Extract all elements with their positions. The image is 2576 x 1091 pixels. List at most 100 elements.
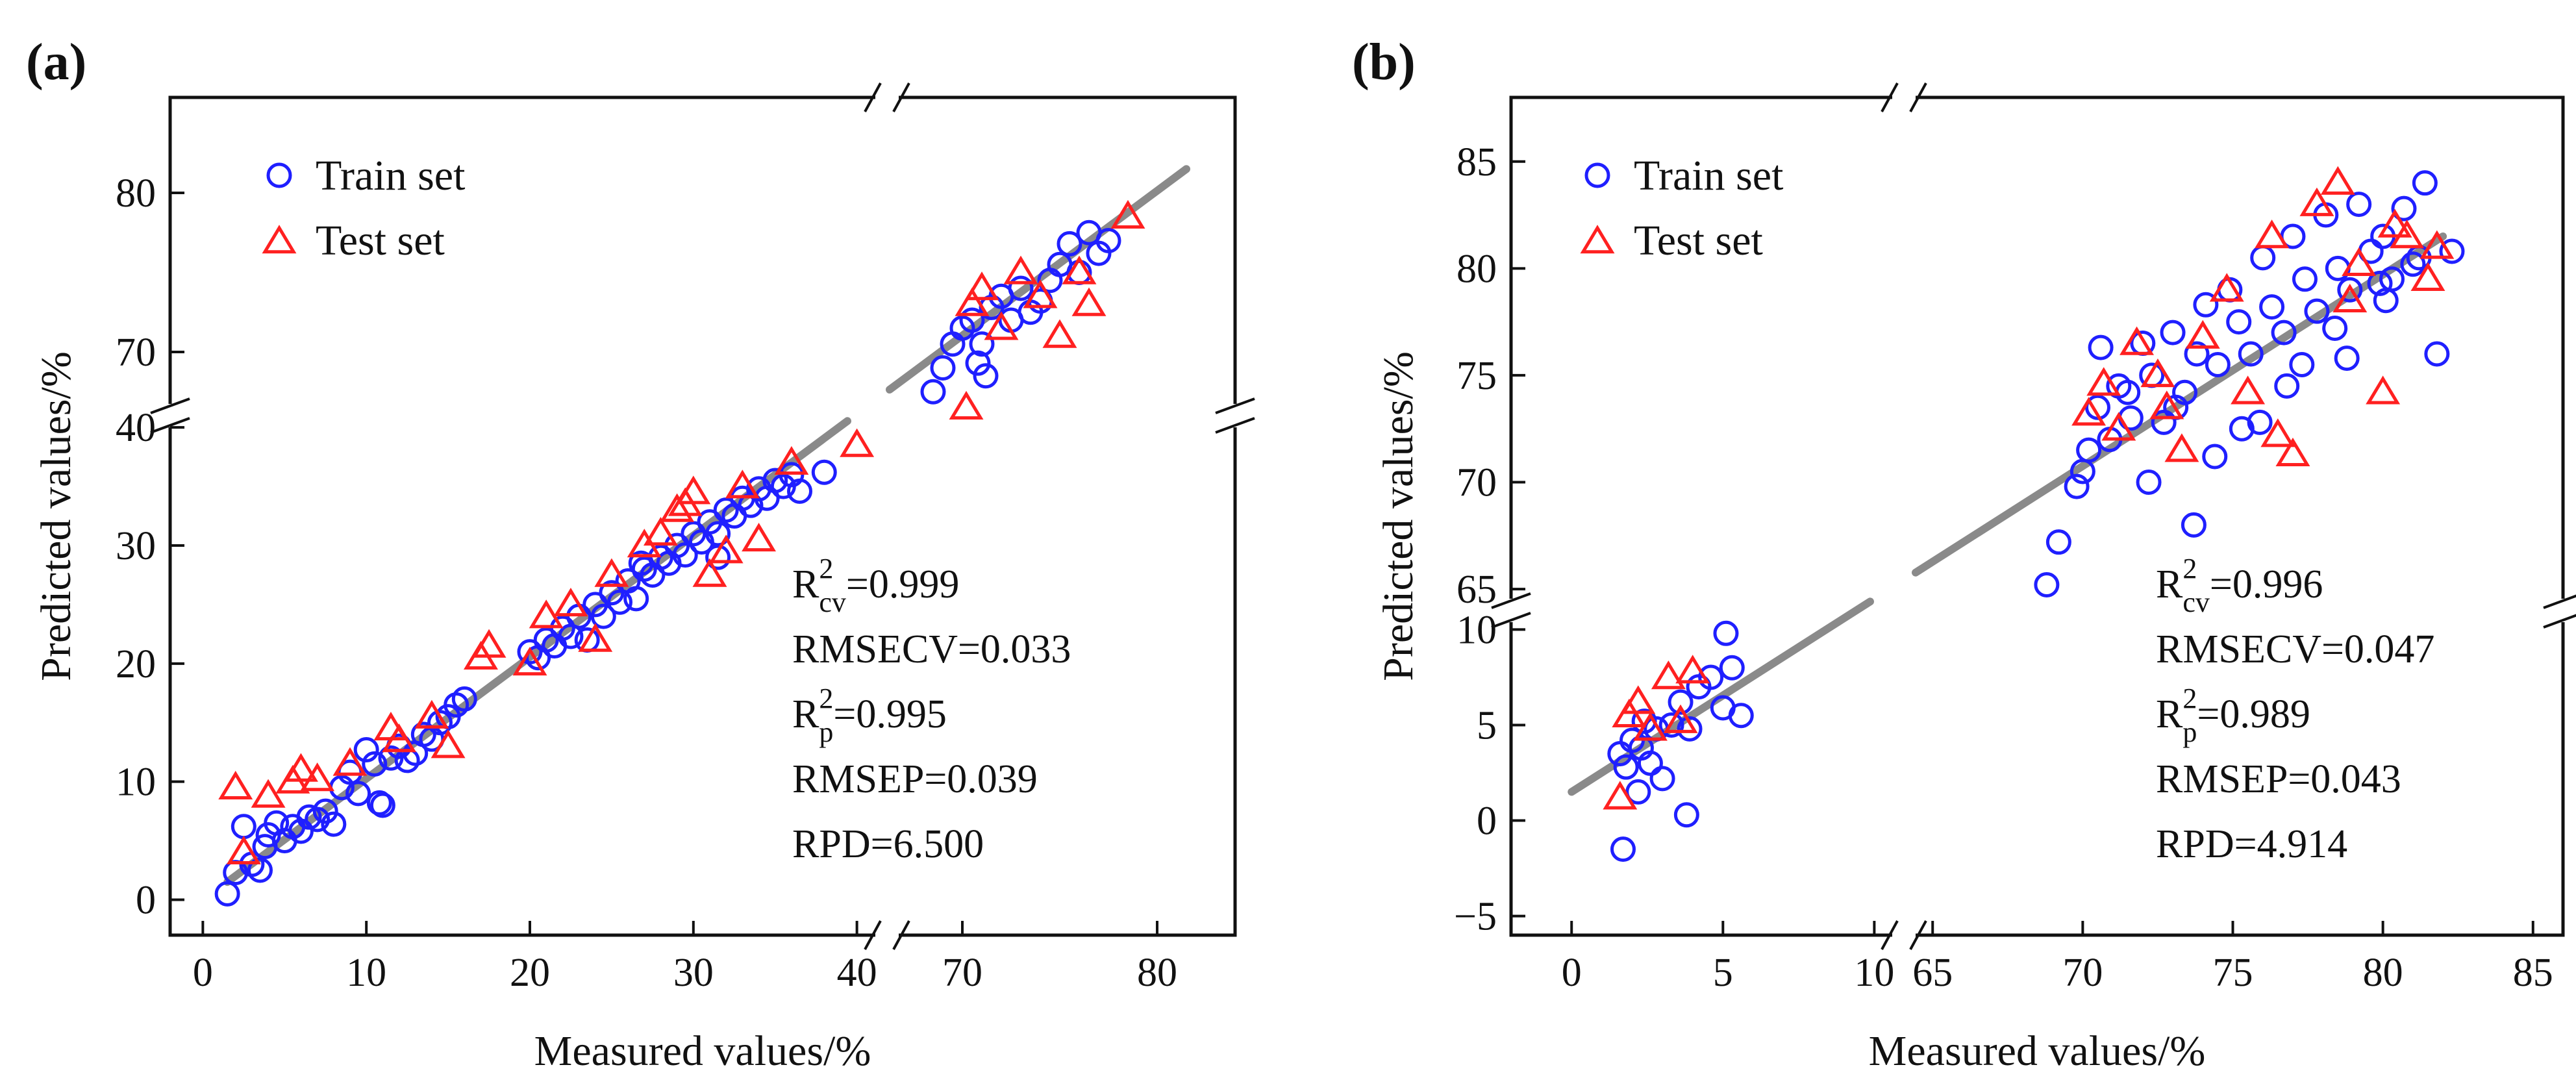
train-point — [2400, 251, 2426, 277]
test-point — [218, 770, 253, 799]
y-tick-label: −5 — [1454, 895, 1497, 939]
x-axis-title: Measured values/% — [1869, 1027, 2206, 1075]
train-point — [2439, 238, 2465, 264]
train-point — [2346, 192, 2372, 218]
y-tick-label: 80 — [1457, 247, 1497, 291]
stat-rmsecv: RMSECV=0.047 — [2156, 627, 2434, 671]
test-point — [1675, 655, 1710, 684]
train-point — [214, 881, 240, 907]
train-point — [2226, 309, 2252, 335]
legend-triangle-icon — [262, 225, 297, 254]
train-point — [2322, 316, 2348, 341]
plot-frame — [168, 95, 1237, 937]
train-point — [2367, 270, 2393, 296]
train-point — [1625, 779, 1651, 805]
y-break-gap-right — [2558, 599, 2568, 622]
test-point — [1003, 255, 1038, 284]
train-point — [623, 586, 649, 612]
train-point — [1610, 836, 1636, 862]
train-point — [369, 792, 395, 818]
x-break-mark-top — [1909, 82, 1927, 112]
test-point — [553, 588, 588, 617]
x-tick-label: 70 — [2062, 951, 2103, 995]
test-point — [643, 516, 678, 546]
y-tick-label: 10 — [1457, 608, 1497, 652]
y-break-mark-right — [1215, 397, 1255, 414]
train-point — [2274, 373, 2300, 399]
test-point — [2164, 433, 2199, 462]
train-point — [2184, 341, 2210, 367]
test-point — [226, 835, 261, 864]
train-point — [305, 807, 331, 833]
train-point — [288, 818, 314, 844]
x-tick-label: 30 — [673, 951, 714, 995]
stat-r2p: R2 p=0.995 — [792, 683, 947, 748]
y-tick-label: 40 — [116, 406, 156, 450]
train-point — [2181, 512, 2207, 538]
train-point — [2088, 334, 2114, 360]
train-point — [1668, 689, 1694, 715]
test-point — [2377, 208, 2412, 238]
test-point — [660, 493, 695, 522]
chart-panel-b: (b)0 5 10 65 70 75 80 85−505106570758085Measure… — [1352, 34, 2576, 1075]
train-point — [362, 751, 388, 777]
test-point — [382, 723, 417, 753]
test-point — [742, 523, 777, 552]
test-point — [578, 623, 613, 652]
y-tick-label: 75 — [1457, 354, 1497, 398]
test-point — [431, 729, 466, 759]
train-point — [2289, 351, 2315, 377]
test-point — [2366, 375, 2401, 405]
test-point — [251, 779, 286, 808]
train-point — [2118, 405, 2144, 431]
y-axis-title: Predicted values/% — [1375, 351, 1422, 681]
legend-circle-icon — [266, 162, 292, 188]
train-point — [2271, 320, 2297, 345]
test-point — [1062, 255, 1097, 284]
panel-label: (a) — [26, 34, 86, 91]
x-break-mark-top — [1881, 82, 1899, 112]
test-point — [774, 445, 809, 475]
x-tick-label: 0 — [1562, 951, 1582, 995]
stat-r2cv: R2 cv=0.996 — [2156, 553, 2323, 618]
train-point — [969, 331, 995, 357]
test-point — [1042, 319, 1077, 348]
train-point — [2325, 255, 2351, 281]
train-point — [1008, 275, 1034, 301]
train-point — [2070, 458, 2095, 484]
test-point — [2140, 358, 2175, 388]
test-point — [283, 753, 318, 782]
test-point — [676, 475, 711, 505]
train-point — [2045, 529, 2071, 555]
train-point — [2304, 298, 2330, 324]
x-tick-label: 40 — [837, 951, 877, 995]
train-point — [2292, 266, 2318, 292]
y-tick-label: 85 — [1457, 140, 1497, 184]
test-point — [964, 271, 999, 301]
train-point — [1628, 735, 1654, 761]
y-break-gap-left — [1506, 599, 1516, 622]
y-tick-label: 30 — [116, 524, 156, 568]
test-point — [840, 428, 875, 457]
train-point — [353, 737, 379, 763]
test-point — [2101, 412, 2136, 441]
legend-label: Train set — [316, 152, 465, 199]
train-point — [2064, 473, 2090, 499]
x-break-mark-bottom — [1881, 920, 1899, 950]
y-break-mark-left — [150, 417, 190, 434]
test-point — [949, 390, 984, 420]
train-point — [1698, 664, 1724, 690]
stat-rpd: RPD=6.500 — [792, 822, 984, 866]
x-axis-title: Measured values/% — [534, 1027, 871, 1075]
stat-rmsep: RMSEP=0.039 — [792, 757, 1038, 801]
test-point — [2231, 375, 2266, 405]
stat-r2cv: R2 cv=0.999 — [792, 553, 959, 618]
train-point — [1095, 228, 1121, 253]
train-point — [787, 478, 812, 504]
train-point — [1613, 754, 1639, 780]
test-point — [2410, 262, 2445, 292]
train-point — [2424, 341, 2450, 367]
train-point — [1677, 716, 1703, 742]
y-break-gap-right — [1230, 404, 1240, 427]
